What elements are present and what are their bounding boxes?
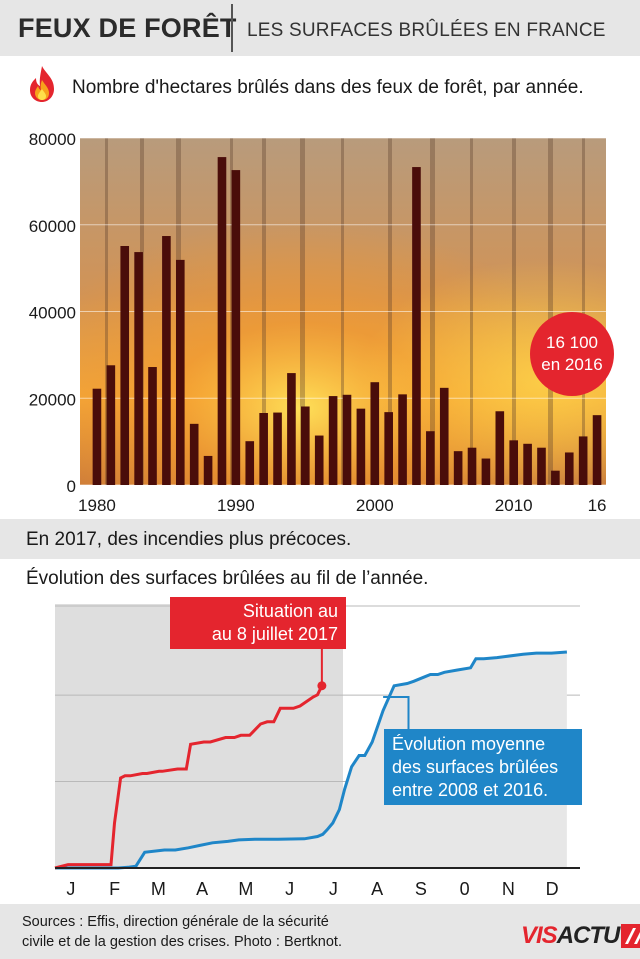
bar bbox=[106, 365, 116, 485]
bar bbox=[398, 394, 407, 485]
month-tick-label: A bbox=[196, 879, 208, 899]
month-tick-label: J bbox=[329, 879, 338, 899]
section2-band: En 2017, des incendies plus précoces. bbox=[0, 519, 640, 559]
bar bbox=[495, 411, 505, 485]
callout-year: en 2016 bbox=[541, 355, 603, 374]
bar bbox=[537, 447, 546, 485]
logo-mark-icon bbox=[621, 924, 640, 948]
bar bbox=[245, 441, 255, 485]
bar-chart-caption: Nombre d'hectares brûlés dans des feux d… bbox=[72, 77, 584, 98]
label-average-evolution: Évolution moyenne des surfaces brûlées e… bbox=[384, 729, 582, 805]
label-2017-line1: Situation au bbox=[242, 601, 338, 621]
bar bbox=[328, 396, 338, 485]
footer-sources: Sources : Effis, direction générale de l… bbox=[22, 912, 442, 952]
month-tick-label: M bbox=[238, 879, 253, 899]
line-chart-caption: Évolution des surfaces brûlées au fil de… bbox=[26, 568, 429, 589]
label-2017-situation: Situation au au 8 juillet 2017 bbox=[170, 597, 346, 649]
x-tick-labels: 1980 1990 2000 2010 16 bbox=[78, 496, 606, 515]
label-2017-line2: au 8 juillet 2017 bbox=[211, 624, 338, 644]
bar bbox=[203, 455, 213, 485]
x-tick-label: 16 bbox=[588, 496, 607, 515]
bar bbox=[481, 458, 491, 485]
page-title: FEUX DE FORÊT bbox=[18, 13, 237, 43]
visactu-logo: VIS ACTU bbox=[521, 922, 640, 950]
month-tick-labels: J F M A M J J A S 0 N D bbox=[66, 879, 558, 899]
section2-title: En 2017, des incendies plus précoces. bbox=[26, 529, 352, 550]
blue-label-connector bbox=[383, 696, 410, 730]
bar bbox=[439, 387, 449, 485]
red-series-line bbox=[54, 685, 324, 870]
bar bbox=[578, 436, 588, 485]
bars bbox=[92, 157, 602, 485]
bar bbox=[592, 415, 602, 485]
sources-line2: civile et de la gestion des crises. Phot… bbox=[22, 934, 342, 950]
sources-line1: Sources : Effis, direction générale de l… bbox=[22, 914, 329, 930]
y-tick-label: 20000 bbox=[29, 390, 76, 409]
bar bbox=[287, 373, 296, 485]
bar bbox=[426, 431, 435, 485]
y-tick-label: 0 bbox=[67, 477, 76, 496]
label-avg-line2: des surfaces brûlées bbox=[392, 757, 559, 777]
month-tick-label: F bbox=[109, 879, 120, 899]
x-tick-label: 1980 bbox=[78, 496, 116, 515]
bar bbox=[370, 382, 380, 485]
month-tick-label: A bbox=[371, 879, 383, 899]
bar bbox=[453, 451, 463, 485]
month-tick-label: M bbox=[151, 879, 166, 899]
bar bbox=[342, 394, 352, 485]
bar bbox=[564, 452, 574, 485]
callout-value: 16 100 bbox=[546, 333, 598, 352]
blue-series-line bbox=[55, 650, 568, 870]
page-subtitle: LES SURFACES BRÛLÉES EN FRANCE bbox=[247, 20, 606, 41]
month-tick-label: J bbox=[66, 879, 75, 899]
logo-text-vis: VIS bbox=[521, 922, 558, 949]
header-band: FEUX DE FORÊT LES SURFACES BRÛLÉES EN FR… bbox=[0, 0, 640, 56]
blue-series-area bbox=[55, 652, 567, 868]
bar bbox=[231, 170, 241, 485]
header-divider bbox=[231, 4, 233, 52]
bar bbox=[314, 435, 324, 485]
month-tick-label: S bbox=[415, 879, 427, 899]
logo-text-actu: ACTU bbox=[556, 922, 621, 949]
bar bbox=[551, 470, 560, 485]
month-tick-label: J bbox=[285, 879, 294, 899]
bar bbox=[120, 246, 130, 485]
bar-chart: 0 20000 40000 60000 80000 1980 1990 2000 2010 16 bbox=[29, 130, 607, 515]
flame-icon bbox=[30, 66, 54, 102]
label-avg-line3: entre 2008 et 2016. bbox=[392, 780, 549, 800]
bar bbox=[162, 236, 171, 485]
callout-badge: 16 100 en 2016 bbox=[530, 312, 614, 396]
y-tick-label: 40000 bbox=[29, 304, 76, 323]
label-avg-line1: Évolution moyenne bbox=[392, 734, 546, 754]
bar bbox=[259, 412, 268, 485]
bar bbox=[301, 406, 310, 485]
bar bbox=[356, 408, 366, 485]
x-tick-label: 2000 bbox=[356, 496, 394, 515]
bar bbox=[412, 167, 421, 485]
y-tick-label: 80000 bbox=[29, 130, 76, 149]
bar bbox=[509, 440, 519, 485]
bar bbox=[384, 412, 393, 485]
y-tick-label: 60000 bbox=[29, 217, 76, 236]
bar bbox=[148, 367, 157, 485]
footer: Sources : Effis, direction générale de l… bbox=[0, 904, 640, 959]
bar bbox=[134, 252, 143, 485]
bar bbox=[273, 412, 282, 485]
month-tick-label: N bbox=[502, 879, 515, 899]
month-tick-label: D bbox=[546, 879, 559, 899]
x-tick-label: 1990 bbox=[217, 496, 255, 515]
y-tick-labels: 0 20000 40000 60000 80000 bbox=[29, 130, 76, 496]
bar bbox=[92, 388, 102, 485]
red-endpoint-marker bbox=[317, 681, 327, 691]
x-tick-label: 2010 bbox=[495, 496, 533, 515]
bar bbox=[467, 447, 477, 485]
month-tick-label: 0 bbox=[460, 879, 470, 899]
bar bbox=[523, 443, 532, 485]
bar bbox=[217, 157, 227, 485]
bar bbox=[175, 259, 185, 485]
bar bbox=[189, 423, 199, 485]
